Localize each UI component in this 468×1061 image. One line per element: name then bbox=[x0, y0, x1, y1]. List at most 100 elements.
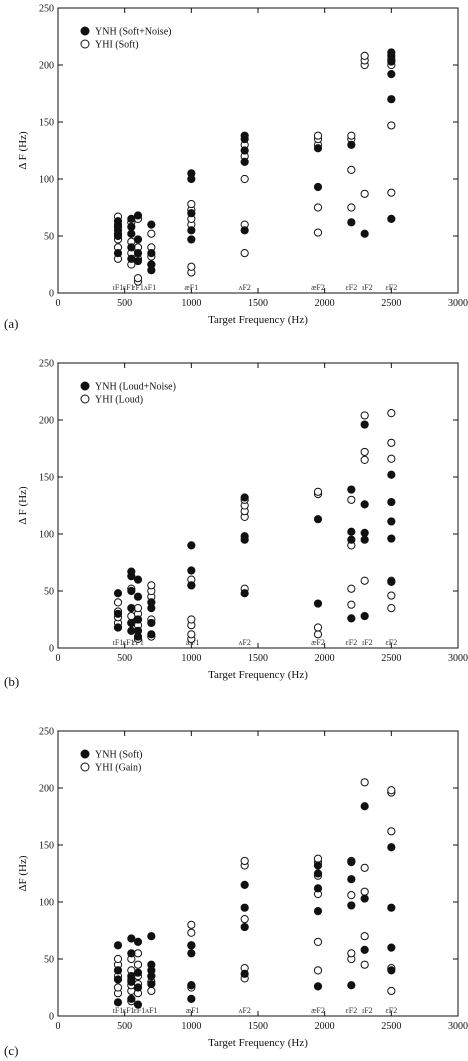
data-point bbox=[187, 949, 196, 958]
data-point bbox=[347, 891, 356, 900]
data-point bbox=[360, 945, 369, 954]
data-point bbox=[387, 966, 396, 975]
data-point bbox=[347, 858, 356, 867]
data-point bbox=[360, 420, 369, 429]
legend: YNH (Soft+Noise) YHI (Soft) bbox=[80, 26, 171, 51]
x-tick-label: 1500 bbox=[248, 298, 268, 309]
data-point bbox=[387, 470, 396, 479]
data-point bbox=[127, 604, 136, 613]
legend-marker bbox=[80, 749, 90, 759]
x-tick-label: 2000 bbox=[315, 1021, 335, 1032]
data-point bbox=[347, 600, 356, 609]
x-axis-title: Target Frequency (Hz) bbox=[208, 314, 308, 326]
vowel-label: ɛF2 bbox=[385, 1006, 397, 1015]
series-open bbox=[113, 778, 396, 1006]
data-point bbox=[187, 941, 196, 950]
x-axis-title: Target Frequency (Hz) bbox=[208, 669, 308, 681]
x-tick-label: 1500 bbox=[248, 1021, 268, 1032]
data-point bbox=[113, 998, 123, 1007]
data-point bbox=[360, 411, 369, 420]
data-point bbox=[387, 48, 396, 57]
legend-marker bbox=[80, 394, 90, 404]
data-point bbox=[387, 70, 396, 79]
data-point bbox=[147, 260, 156, 269]
y-axis-title: Δ F (Hz) bbox=[17, 486, 29, 525]
vowel-label: ɛF2 bbox=[345, 1006, 357, 1015]
data-point bbox=[387, 903, 396, 912]
data-point bbox=[113, 954, 123, 964]
data-point bbox=[313, 907, 323, 916]
data-point bbox=[113, 609, 123, 618]
data-point bbox=[360, 802, 369, 811]
vowel-label: æF2 bbox=[311, 1006, 325, 1015]
data-point bbox=[387, 497, 396, 507]
data-point bbox=[147, 630, 156, 639]
vowel-label: ɛF2 bbox=[345, 283, 357, 292]
data-point bbox=[127, 994, 136, 1004]
data-point bbox=[133, 256, 143, 266]
data-point bbox=[133, 249, 143, 258]
y-tick-label: 0 bbox=[49, 1012, 54, 1023]
vowel-label: ɪF2 bbox=[362, 638, 373, 647]
legend: YNH (Loud+Noise) YHI (Loud) bbox=[80, 381, 176, 406]
data-point bbox=[127, 949, 136, 958]
data-point bbox=[133, 211, 143, 220]
data-point bbox=[113, 966, 123, 975]
data-point bbox=[240, 226, 249, 235]
data-point bbox=[313, 203, 323, 212]
data-point bbox=[387, 121, 396, 130]
data-point bbox=[387, 517, 396, 526]
data-point bbox=[347, 875, 356, 884]
x-tick-label: 2000 bbox=[315, 298, 335, 309]
data-point bbox=[187, 169, 196, 178]
data-point bbox=[187, 630, 196, 639]
data-point bbox=[133, 592, 143, 601]
data-point bbox=[147, 618, 156, 628]
data-point bbox=[187, 581, 196, 590]
data-point bbox=[127, 618, 136, 628]
y-tick-label: 200 bbox=[39, 61, 54, 72]
data-point bbox=[387, 534, 396, 543]
legend-label: YNH (Soft) bbox=[95, 750, 143, 761]
data-point bbox=[113, 975, 123, 984]
series-filled bbox=[113, 802, 396, 1009]
vowel-label: ʌF1 bbox=[144, 283, 156, 292]
data-point bbox=[133, 960, 143, 969]
x-tick-label: 1000 bbox=[181, 653, 201, 664]
data-point bbox=[240, 922, 249, 932]
data-point bbox=[187, 541, 196, 550]
data-point bbox=[133, 575, 143, 584]
y-tick-label: 150 bbox=[39, 473, 54, 484]
data-point bbox=[147, 932, 156, 941]
data-point bbox=[133, 235, 143, 244]
data-point bbox=[360, 500, 369, 509]
data-point bbox=[127, 229, 136, 238]
data-point bbox=[347, 131, 356, 140]
legend: YNH (Soft) YHI (Gain) bbox=[80, 749, 143, 774]
data-point bbox=[360, 535, 369, 544]
data-point bbox=[240, 157, 249, 166]
y-tick-label: 100 bbox=[39, 530, 54, 541]
vowel-label: ɛF1 bbox=[132, 283, 144, 292]
data-point bbox=[360, 455, 369, 464]
y-tick-label: 200 bbox=[39, 784, 54, 795]
data-point bbox=[360, 229, 369, 238]
data-point bbox=[313, 630, 323, 639]
data-point bbox=[187, 235, 196, 244]
data-point bbox=[147, 979, 156, 989]
data-point bbox=[347, 584, 356, 593]
legend-label: YNH (Soft+Noise) bbox=[95, 27, 171, 38]
data-point bbox=[147, 986, 156, 996]
legend-label: YHI (Soft) bbox=[95, 40, 139, 51]
data-point bbox=[313, 869, 323, 878]
data-point bbox=[360, 576, 369, 585]
data-point bbox=[347, 614, 356, 623]
data-point bbox=[133, 1000, 143, 1009]
vowel-label: æF2 bbox=[311, 638, 325, 647]
vowel-label: ɪF1 bbox=[113, 638, 124, 647]
vowel-label: ʌF2 bbox=[238, 1006, 250, 1015]
y-tick-label: 100 bbox=[39, 898, 54, 909]
data-point bbox=[347, 535, 356, 544]
